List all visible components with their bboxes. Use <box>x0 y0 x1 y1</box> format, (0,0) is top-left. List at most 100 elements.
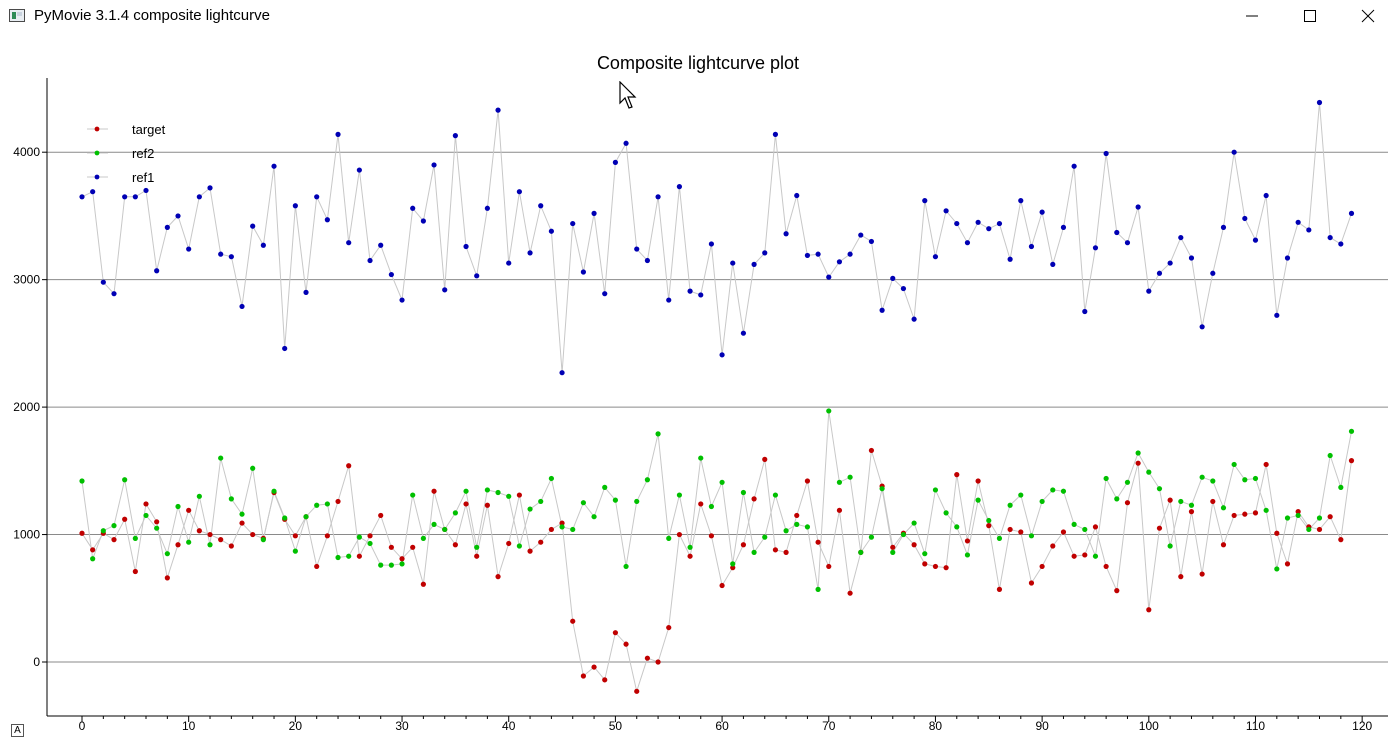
data-point-ref2 <box>655 431 661 437</box>
data-point-ref2 <box>836 479 843 485</box>
data-point-target <box>314 563 320 570</box>
data-point-ref1 <box>826 274 832 280</box>
data-point-ref2 <box>452 510 458 516</box>
data-point-ref2 <box>538 498 544 505</box>
data-point-target <box>804 478 811 484</box>
data-point-target <box>335 498 341 505</box>
data-point-ref2 <box>367 540 373 547</box>
data-point-ref1 <box>207 185 213 191</box>
data-point-ref2 <box>463 488 469 494</box>
data-point-target <box>559 520 565 526</box>
x-tick-label: 50 <box>609 719 623 733</box>
data-point-ref1 <box>474 273 480 279</box>
data-point-ref1 <box>1082 308 1088 315</box>
window-titlebar: PyMovie 3.1.4 composite lightcurve <box>0 0 1396 32</box>
y-tick-label: 0 <box>33 655 40 669</box>
data-point-target <box>1210 498 1216 505</box>
data-point-target <box>79 530 85 536</box>
data-point-target <box>378 512 384 519</box>
data-point-target <box>410 544 416 550</box>
data-point-ref1 <box>751 261 757 267</box>
data-point-target <box>324 533 330 539</box>
data-point-ref2 <box>111 523 117 529</box>
data-point-ref2 <box>356 534 362 540</box>
data-point-ref1 <box>580 269 586 275</box>
data-point-target <box>175 542 181 548</box>
x-tick-label: 20 <box>289 719 303 733</box>
data-point-ref2 <box>762 534 768 540</box>
data-point-target <box>1156 525 1163 531</box>
data-point-ref1 <box>932 254 939 260</box>
data-point-target <box>730 565 736 571</box>
maximize-button[interactable] <box>1281 0 1339 32</box>
data-point-ref2 <box>1167 543 1173 549</box>
data-point-ref1 <box>730 260 736 266</box>
window-title: PyMovie 3.1.4 composite lightcurve <box>34 7 270 24</box>
data-point-target <box>932 563 939 570</box>
data-point-ref2 <box>474 544 480 550</box>
data-point-ref1 <box>1263 192 1269 199</box>
legend-marker-target <box>94 126 100 132</box>
data-point-ref2 <box>175 503 181 510</box>
data-point-ref2 <box>890 549 896 555</box>
data-point-target <box>1348 458 1355 464</box>
data-point-ref2 <box>1242 477 1248 483</box>
minimize-button[interactable] <box>1223 0 1281 32</box>
data-point-ref2 <box>442 526 448 533</box>
data-point-target <box>474 553 480 559</box>
data-point-ref2 <box>1092 553 1099 559</box>
data-point-ref2 <box>548 475 554 482</box>
data-point-target <box>1092 524 1099 530</box>
data-point-ref2 <box>751 549 757 555</box>
data-point-target <box>1263 461 1269 468</box>
data-point-target <box>516 492 522 498</box>
data-point-ref1 <box>570 220 576 227</box>
data-point-ref2 <box>1210 478 1216 484</box>
data-point-ref2 <box>495 489 501 496</box>
data-point-target <box>367 533 373 539</box>
data-point-ref1 <box>1210 270 1216 276</box>
x-tick-label: 100 <box>1139 719 1159 733</box>
data-point-target <box>644 655 651 661</box>
data-point-ref1 <box>1316 99 1323 106</box>
data-point-target <box>580 673 586 679</box>
autoscale-button[interactable]: A <box>11 724 24 737</box>
data-point-target <box>1124 500 1131 506</box>
data-point-ref2 <box>303 514 309 520</box>
minimize-icon <box>1246 15 1258 17</box>
data-point-target <box>922 561 928 567</box>
data-point-target <box>111 537 117 543</box>
data-point-target <box>762 456 768 462</box>
data-point-ref2 <box>260 537 266 543</box>
data-point-target <box>1135 460 1141 466</box>
legend-label-ref1: ref1 <box>132 170 154 185</box>
data-point-ref2 <box>1231 461 1237 468</box>
data-point-ref1 <box>591 210 597 216</box>
data-point-ref1 <box>228 254 234 260</box>
data-point-ref2 <box>324 501 330 507</box>
data-point-ref2 <box>1050 487 1056 493</box>
data-point-ref1 <box>602 291 608 297</box>
data-point-target <box>1060 529 1067 535</box>
legend-marker-ref2 <box>94 150 100 156</box>
data-point-target <box>1274 530 1280 536</box>
y-tick-label: 3000 <box>13 273 40 287</box>
data-point-ref2 <box>1252 475 1259 482</box>
data-point-ref1 <box>431 162 437 168</box>
data-point-target <box>164 575 170 581</box>
data-point-ref1 <box>452 133 458 139</box>
x-tick-label: 0 <box>79 719 86 733</box>
data-point-ref1 <box>260 242 266 248</box>
data-point-ref1 <box>378 242 384 248</box>
data-point-ref2 <box>634 498 640 505</box>
data-point-ref2 <box>559 524 565 530</box>
data-point-ref1 <box>346 240 352 246</box>
data-point-ref1 <box>1135 204 1141 210</box>
data-point-ref1 <box>282 345 288 352</box>
data-point-target <box>634 688 640 694</box>
data-point-ref1 <box>548 228 554 234</box>
data-point-ref2 <box>1039 498 1045 505</box>
data-point-ref1 <box>623 140 629 146</box>
close-button[interactable] <box>1339 0 1396 32</box>
